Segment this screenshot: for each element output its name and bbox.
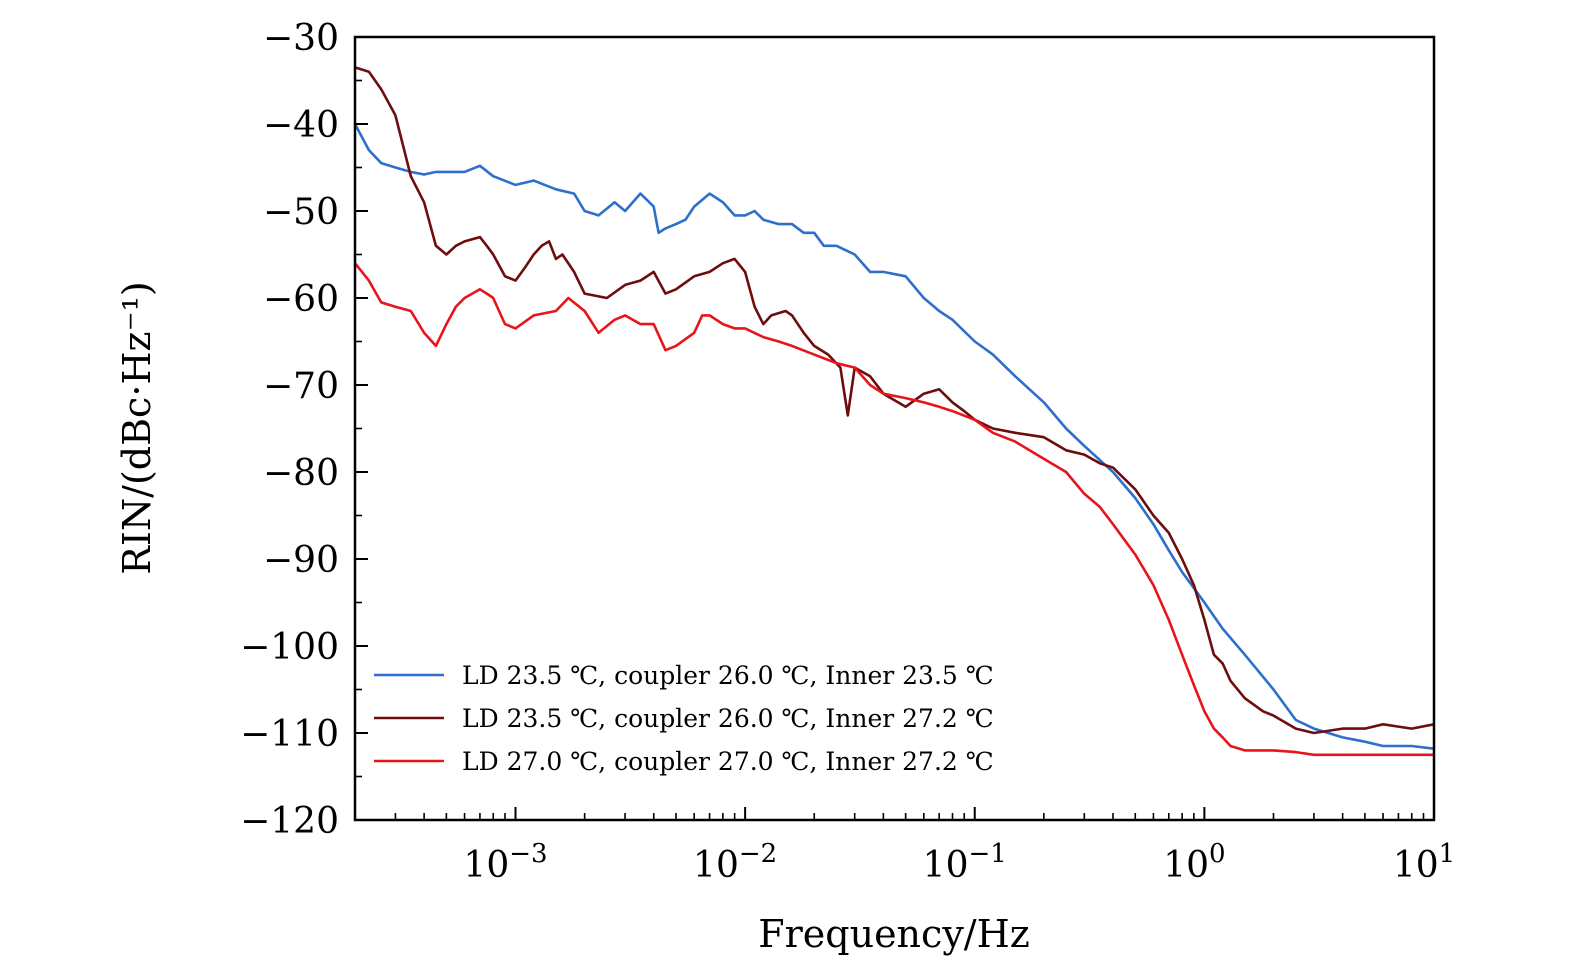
y-tick-label: −100 [240, 627, 339, 668]
x-axis-title: Frequency/Hz [758, 912, 1030, 956]
y-tick-label: −120 [240, 801, 339, 842]
y-tick-label: −30 [263, 18, 339, 59]
y-tick-label: −110 [240, 714, 339, 755]
tick-layer [355, 36, 1435, 821]
y-tick-label: −80 [263, 453, 339, 494]
x-tick-label: 100 [1163, 839, 1225, 886]
legend-label-3: LD 27.0 ℃, coupler 27.0 ℃, Inner 27.2 ℃ [462, 747, 994, 776]
series-layer [353, 66, 1435, 757]
legend-label-2: LD 23.5 ℃, coupler 26.0 ℃, Inner 27.2 ℃ [462, 704, 994, 733]
y-tick-label: −70 [263, 366, 339, 407]
series-line-2 [354, 66, 1435, 735]
y-tick-label: −90 [263, 540, 339, 581]
x-tick-label: 10−1 [923, 839, 1007, 886]
y-axis-title: RIN/(dBc·Hz⁻¹) [115, 281, 159, 574]
tick-label-layer: −30 −40 −50 −60 −70 −80 −90 −100 −110 −120 10−3 10−… [240, 18, 1455, 886]
series-line-1 [353, 123, 1435, 750]
series-line-3 [353, 262, 1434, 757]
y-tick-label: −40 [263, 105, 339, 146]
legend-label-1: LD 23.5 ℃, coupler 26.0 ℃, Inner 23.5 ℃ [462, 661, 994, 690]
x-tick-label: 10−2 [693, 839, 777, 886]
y-tick-label: −50 [263, 192, 339, 233]
x-tick-label: 10−3 [463, 839, 547, 886]
y-tick-label: −60 [263, 279, 339, 320]
x-tick-label: 101 [1393, 839, 1455, 886]
legend: LD 23.5 ℃, coupler 26.0 ℃, Inner 23.5 ℃ L… [374, 661, 994, 776]
